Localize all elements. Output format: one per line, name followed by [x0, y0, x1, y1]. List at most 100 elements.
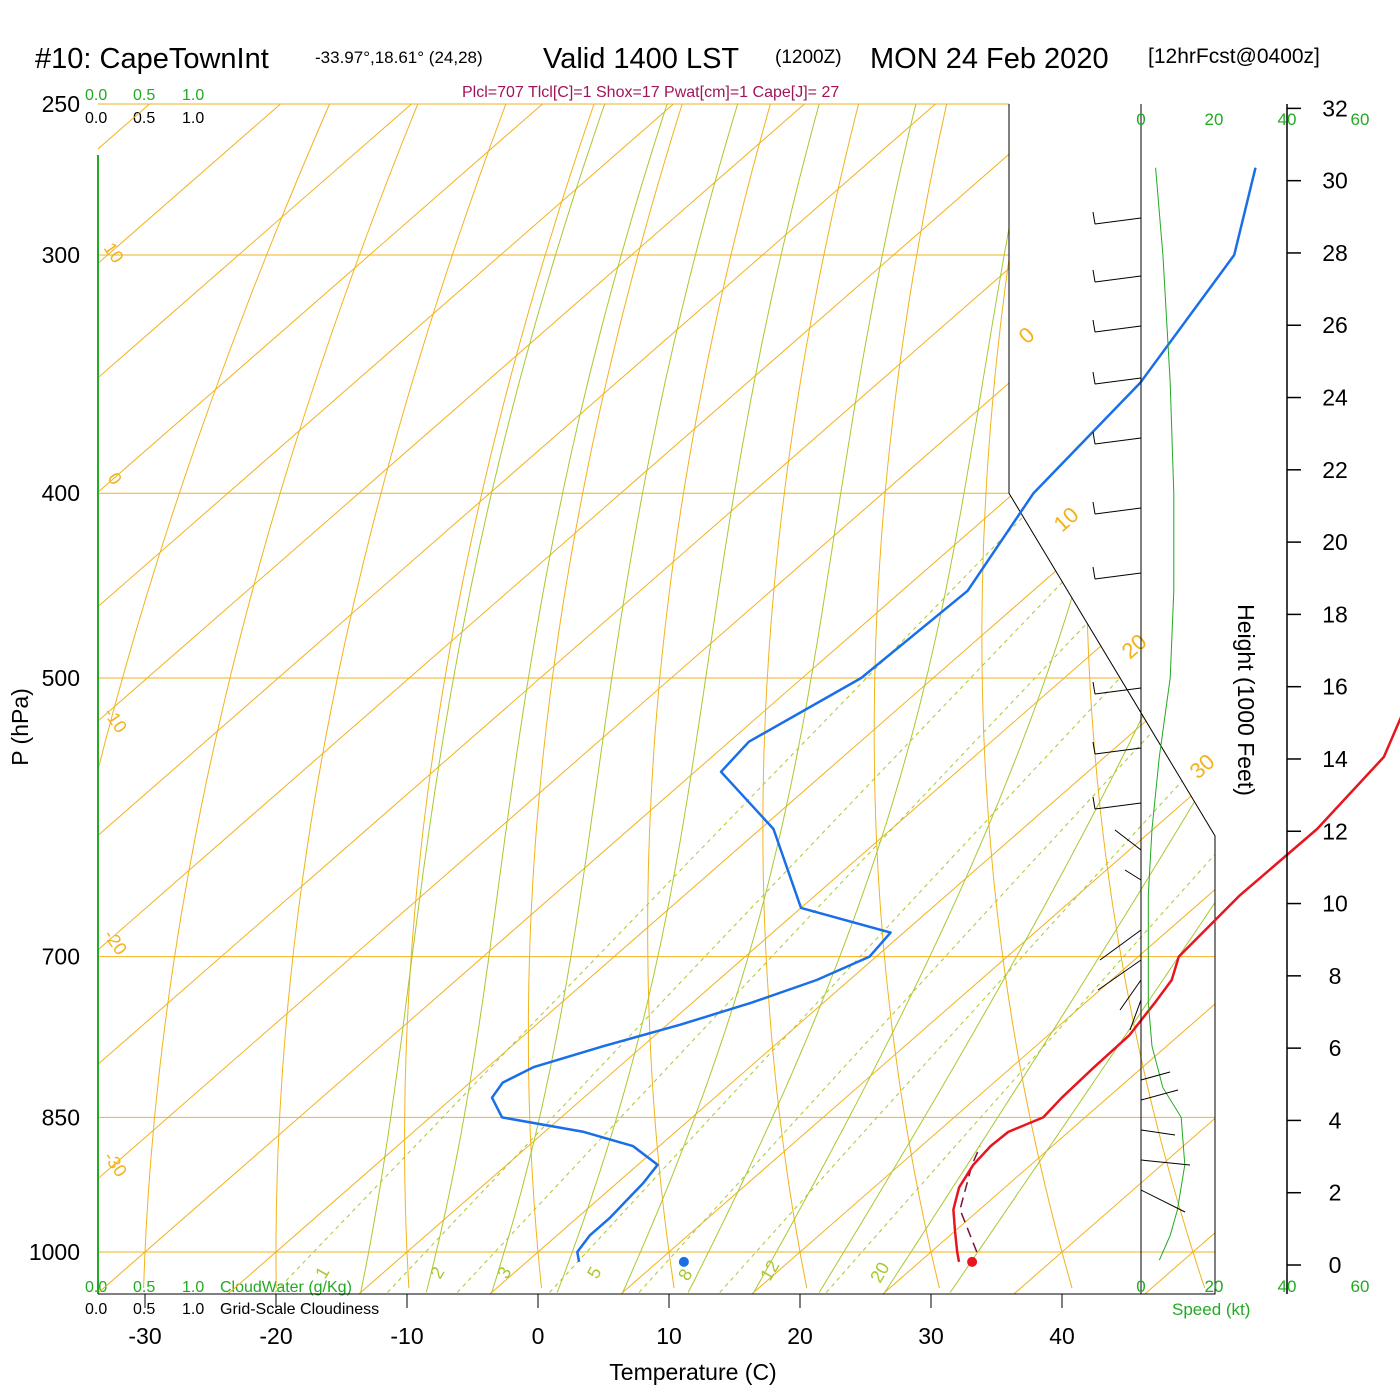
- wind-barb-feather: [1092, 501, 1096, 515]
- valid-time: Valid 1400 LST: [543, 43, 739, 75]
- dry-adiabat-label: -10: [100, 704, 131, 737]
- wind-barb: [1094, 687, 1142, 695]
- isotherm-line: [358, 104, 1215, 1294]
- dry-adiabat-line: [98, 104, 331, 1289]
- wind-barb: [1099, 929, 1142, 961]
- pressure-tick-label: 250: [42, 91, 80, 117]
- wind-speed-bottom-tick: 60: [1351, 1277, 1370, 1296]
- moist-adiabat-line: [622, 104, 925, 1293]
- isotherm-lines: [98, 104, 1215, 1294]
- mixing-ratio-line: [638, 492, 1215, 1293]
- dry-adiabat-label: -30: [100, 1148, 131, 1181]
- wind-barb: [1140, 1071, 1171, 1081]
- wind-barb: [1140, 1089, 1179, 1101]
- moist-adiabat-line: [949, 104, 1215, 1293]
- cloudwater-top-05: 0.5: [133, 87, 155, 104]
- pressure-tick-label: 300: [42, 242, 80, 268]
- isotherm-line: [751, 104, 1215, 1294]
- wind-barb: [1094, 377, 1142, 385]
- dewpoint-curve: [490, 167, 1257, 1263]
- wind-barb-feather: [1092, 371, 1096, 385]
- wind-speed-axis-title: Speed (kt): [1172, 1300, 1250, 1319]
- forecast-info: [12hrFcst@0400z]: [1148, 45, 1320, 68]
- pressure-axis: 250 300 400 500 700 850 1000: [29, 91, 80, 1265]
- wind-barb: [1129, 999, 1142, 1031]
- height-tick-label: 0: [1329, 1252, 1342, 1278]
- height-tick-label: 6: [1329, 1035, 1342, 1061]
- parcel-curve: [959, 1145, 981, 1253]
- wind-barb: [1094, 217, 1142, 225]
- mixing-ratio-lines: [274, 492, 1215, 1293]
- mixing-ratio-label: 3: [493, 1263, 515, 1282]
- wind-barb-feather: [1092, 566, 1096, 580]
- cloudiness-top-05: 0.5: [133, 110, 155, 127]
- cloudiness-top-1: 1.0: [182, 110, 204, 127]
- wind-barb-feather: [1092, 681, 1096, 695]
- surface-dewpoint-point: [678, 1256, 689, 1267]
- height-tick-label: 20: [1322, 529, 1348, 555]
- moist-adiabat-line: [687, 104, 1041, 1293]
- temperature-curve: [952, 716, 1400, 1263]
- wind-barb: [1097, 959, 1142, 991]
- isotherm-line: [882, 104, 1215, 1294]
- isotherm-line: [98, 104, 1215, 1294]
- wind-barb-feather: [1092, 431, 1096, 445]
- pressure-tick-label: 500: [42, 665, 80, 691]
- mixing-ratio-line: [387, 492, 1149, 1293]
- moist-adiabat-line: [818, 104, 1215, 1293]
- wind-barb: [1119, 979, 1142, 1011]
- stability-params: Plcl=707 Tlcl[C]=1 Shox=17 Pwat[cm]=1 Ca…: [462, 84, 839, 101]
- height-tick-label: 16: [1322, 674, 1348, 700]
- moist-adiabat-line: [753, 104, 1184, 1293]
- x-tick-label: 30: [918, 1323, 944, 1349]
- isotherm-line: [98, 104, 1198, 1294]
- sounding-curves: [490, 167, 1400, 1267]
- mixing-ratio-label: 5: [583, 1263, 605, 1282]
- wind-speed-top-tick: 40: [1278, 110, 1297, 129]
- cloudiness-bottom-1: 1.0: [182, 1301, 204, 1318]
- height-tick-label: 12: [1322, 818, 1348, 844]
- wind-barb: [1094, 325, 1142, 333]
- height-axis-title: Height (1000 Feet): [1233, 604, 1259, 796]
- wind-speed-bottom-tick: 40: [1278, 1277, 1297, 1296]
- dry-adiabat-line: [762, 104, 860, 1289]
- isotherm-label: 30: [1185, 749, 1220, 784]
- dry-adiabat-lines: [98, 104, 1215, 1289]
- dry-adiabat-line: [404, 104, 595, 1289]
- wind-speed-profile: [1147, 167, 1186, 1261]
- plot-frame: [97, 104, 1216, 1295]
- dry-adiabat-label: 0: [104, 469, 126, 489]
- dry-adiabat-line: [275, 104, 507, 1289]
- moist-adiabat-line: [425, 104, 679, 1293]
- cloudiness-label: Grid-Scale Cloudiness: [220, 1301, 379, 1318]
- wind-barb: [1094, 507, 1142, 515]
- wind-barb: [1094, 802, 1142, 810]
- wind-barb: [1114, 829, 1142, 851]
- wind-speed-bottom-tick: 20: [1205, 1277, 1224, 1296]
- dry-adiabat-line: [981, 104, 1073, 1289]
- isotherm-label: 10: [1049, 502, 1084, 537]
- dry-adiabat-label: -20: [100, 926, 131, 959]
- dry-adiabat-line: [647, 104, 771, 1289]
- isotherm-line: [98, 104, 1067, 1294]
- mixing-ratio-label: 20: [866, 1259, 893, 1286]
- isobar-lines: [98, 103, 1215, 1253]
- wind-speed-bottom-tick: 0: [1136, 1277, 1145, 1296]
- dry-adiabat-line: [143, 104, 419, 1289]
- isotherm-label: 0: [1014, 322, 1040, 349]
- isotherm-line: [620, 104, 1215, 1294]
- height-tick-label: 32: [1322, 95, 1348, 121]
- height-tick-label: 10: [1322, 891, 1348, 917]
- height-tick-label: 18: [1322, 601, 1348, 627]
- isotherm-line: [98, 104, 543, 1294]
- x-tick-label: 10: [656, 1323, 682, 1349]
- isotherm-line: [1144, 104, 1215, 1294]
- pressure-tick-label: 400: [42, 480, 80, 506]
- x-tick-label: -20: [259, 1323, 292, 1349]
- isotherm-line: [98, 104, 936, 1294]
- cloudiness-bottom-05: 0.5: [133, 1301, 155, 1318]
- isotherm-line: [98, 104, 805, 1294]
- pressure-tick-label: 1000: [29, 1239, 80, 1265]
- wind-barb-feather: [1092, 319, 1096, 333]
